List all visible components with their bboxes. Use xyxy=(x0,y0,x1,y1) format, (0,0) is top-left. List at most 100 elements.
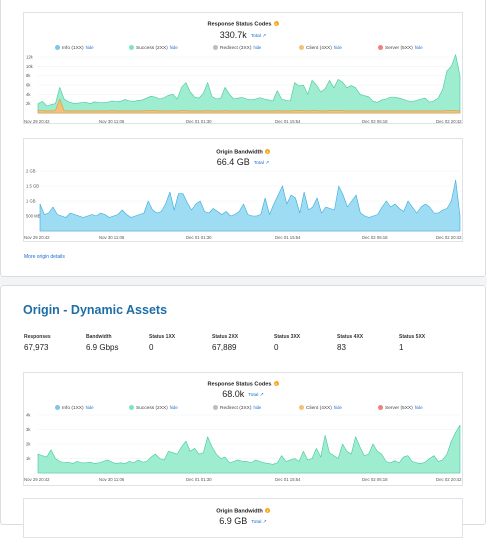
legend-item-success[interactable]: Success (2XX) hide xyxy=(129,45,178,51)
y-tick-label: 12k xyxy=(26,55,34,60)
legend-label: Client (4XX) xyxy=(306,406,332,411)
legend-label: Server (5XX) xyxy=(385,406,413,411)
total-value: 6.9 GB xyxy=(219,516,248,526)
legend-swatch xyxy=(299,405,304,410)
status-chart-title: Response Status Codes i xyxy=(24,21,462,28)
y-tick-label: 2 GB xyxy=(26,169,36,174)
legend-swatch xyxy=(129,45,134,50)
legend-label: Success (2XX) xyxy=(136,46,168,51)
chart-title-text: Origin Bandwidth xyxy=(216,508,263,515)
section-title: Origin - Dynamic Assets xyxy=(23,303,168,317)
legend-hide-link[interactable]: hide xyxy=(333,45,342,50)
stat-status-5xx: Status 5XX 1 xyxy=(399,334,425,352)
status-codes-area-chart[interactable]: 1k 2k 3k 4k xyxy=(24,373,464,487)
series-area-success-2xx[interactable] xyxy=(37,424,461,474)
y-tick-label: 1.5 GB xyxy=(26,184,39,189)
series-area-client-4xx[interactable] xyxy=(37,98,461,114)
legend-hide-link[interactable]: hide xyxy=(414,45,423,50)
stat-value: 67,889 xyxy=(212,343,237,352)
status-codes-chart-card: Response Status Codes i 330.7k Total ↗ Inf… xyxy=(23,12,463,124)
stat-label: Status 5XX xyxy=(399,334,426,340)
legend-label: Info (1XX) xyxy=(62,46,84,51)
legend-item-server[interactable]: Server (5XX) hide xyxy=(378,45,423,51)
y-tick-label: 3k xyxy=(26,427,31,432)
total-link[interactable]: Total ↗ xyxy=(251,520,267,525)
stat-value: 1 xyxy=(399,343,404,352)
x-tick-label: Nov 29 20:42 xyxy=(24,477,50,482)
stat-label: Status 1XX xyxy=(149,334,176,340)
bandwidth-chart-title: Origin Bandwidth i xyxy=(24,508,462,515)
external-link-icon: ↗ xyxy=(265,161,270,166)
legend-item-info[interactable]: Info (1XX) hide xyxy=(55,45,94,51)
y-tick-label: 4k xyxy=(26,92,31,97)
bandwidth-chart-title: Origin Bandwidth i xyxy=(24,149,462,156)
info-icon[interactable]: i xyxy=(273,21,279,26)
x-tick-label: Dec 01 01:30 xyxy=(186,119,212,124)
legend-swatch xyxy=(213,45,218,50)
stat-label: Status 4XX xyxy=(337,334,364,340)
y-tick-label: 500 MB xyxy=(26,214,41,219)
legend-hide-link[interactable]: hide xyxy=(85,405,94,410)
total-link[interactable]: Total ↗ xyxy=(253,161,270,166)
status-codes-area-chart[interactable]: 2k 4k 6k 8k 10k 12k xyxy=(24,13,464,125)
total-value: 66.4 GB xyxy=(216,157,250,167)
stat-value: 83 xyxy=(337,343,346,352)
chart-title-text: Response Status Codes xyxy=(207,381,272,388)
x-tick-label: Nov 29 20:42 xyxy=(24,235,50,240)
y-tick-label: 10k xyxy=(26,64,34,69)
external-link-icon: ↗ xyxy=(262,34,267,39)
info-icon[interactable]: i xyxy=(273,381,279,386)
stat-label: Status 3XX xyxy=(274,334,301,340)
legend-hide-link[interactable]: hide xyxy=(169,45,178,50)
total-link[interactable]: Total ↗ xyxy=(248,393,264,398)
legend-item-success[interactable]: Success (2XX) hide xyxy=(129,405,178,411)
legend-item-server[interactable]: Server (5XX) hide xyxy=(378,405,423,411)
legend-item-client[interactable]: Client (4XX) hide xyxy=(299,45,342,51)
x-tick-label: Dec 01 15:54 xyxy=(275,477,301,482)
legend-swatch xyxy=(299,45,304,50)
x-tick-label: Dec 02 20:42 xyxy=(436,477,462,482)
chart-title-text: Response Status Codes xyxy=(207,21,272,28)
legend-hide-link[interactable]: hide xyxy=(85,45,94,50)
x-tick-label: Dec 01 01:30 xyxy=(186,477,212,482)
legend-hide-link[interactable]: hide xyxy=(253,45,262,50)
external-link-icon: ↗ xyxy=(262,520,267,525)
bandwidth-area-chart[interactable]: 500 MB 1 GB 1.5 GB 2 GB xyxy=(24,139,464,243)
legend-hide-link[interactable]: hide xyxy=(414,405,423,410)
series-area-success-2xx[interactable] xyxy=(37,54,461,114)
stat-status-2xx: Status 2XX 67,889 xyxy=(212,334,238,352)
legend-hide-link[interactable]: hide xyxy=(333,405,342,410)
legend-hide-link[interactable]: hide xyxy=(169,405,178,410)
y-tick-label: 8k xyxy=(26,73,31,78)
info-icon[interactable]: i xyxy=(264,149,270,154)
legend-swatch xyxy=(55,45,60,50)
total-link[interactable]: Total ↗ xyxy=(250,34,267,39)
chart-title-text: Origin Bandwidth xyxy=(216,149,263,156)
stat-label: Responses xyxy=(24,334,51,340)
legend-label: Success (2XX) xyxy=(136,406,168,411)
series-area-bandwidth[interactable] xyxy=(39,179,461,232)
stat-responses: Responses 67,973 xyxy=(24,334,51,352)
stat-value: 6.9 Gbps xyxy=(86,343,119,352)
legend-item-info[interactable]: Info (1XX) hide xyxy=(55,405,94,411)
external-link-icon: ↗ xyxy=(259,393,264,398)
y-tick-label: 2k xyxy=(26,101,31,106)
status-chart-total: 68.0k Total ↗ xyxy=(24,389,462,399)
status-chart-title: Response Status Codes i xyxy=(24,381,462,388)
legend-label: Info (1XX) xyxy=(62,406,84,411)
legend-swatch xyxy=(378,45,383,50)
y-tick-label: 6k xyxy=(26,83,31,88)
more-origin-details-link[interactable]: More origin details xyxy=(24,254,65,260)
info-icon[interactable]: i xyxy=(264,508,270,513)
legend-item-client[interactable]: Client (4XX) hide xyxy=(299,405,342,411)
legend-swatch xyxy=(213,405,218,410)
legend-swatch xyxy=(55,405,60,410)
y-tick-label: 4k xyxy=(26,413,31,418)
x-tick-label: Dec 01 15:54 xyxy=(275,235,301,240)
stat-value: 0 xyxy=(149,343,154,352)
legend-item-redirect[interactable]: Redirect (3XX) hide xyxy=(213,405,261,411)
legend-hide-link[interactable]: hide xyxy=(253,405,262,410)
legend-label: Server (5XX) xyxy=(385,46,413,51)
x-tick-label: Dec 01 01:30 xyxy=(186,235,212,240)
legend-item-redirect[interactable]: Redirect (3XX) hide xyxy=(213,45,261,51)
